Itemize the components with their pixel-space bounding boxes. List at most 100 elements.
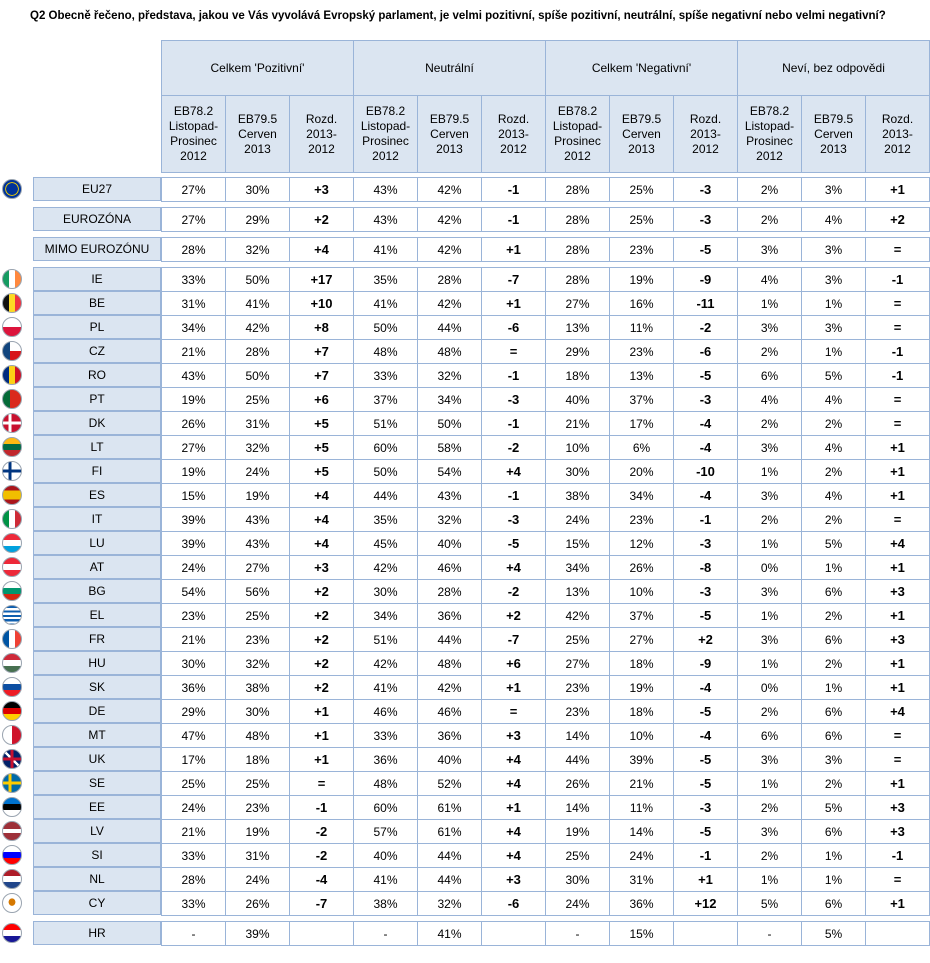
- diff-cell: +2: [289, 627, 354, 652]
- diff-cell: +1: [865, 891, 930, 916]
- value-cell: 41%: [417, 921, 482, 946]
- subheader-line: Rozd.: [689, 111, 722, 126]
- diff-cell: +3: [865, 795, 930, 820]
- value-cell: 3%: [737, 315, 802, 340]
- row-label: LU: [33, 531, 161, 555]
- flag-icon-cy: [2, 893, 22, 913]
- diff-cell: +2: [865, 207, 930, 232]
- subheader-line: Cerven: [238, 126, 277, 141]
- diff-cell: +2: [289, 603, 354, 628]
- value-cell: 6%: [801, 891, 866, 916]
- value-cell: 38%: [353, 891, 418, 916]
- value-cell: 2%: [737, 411, 802, 436]
- value-cell: 21%: [609, 771, 674, 796]
- subheader-line: EB79.5: [237, 111, 278, 126]
- value-cell: 24%: [609, 843, 674, 868]
- value-cell: 26%: [161, 411, 226, 436]
- subheader-line: 2012: [180, 149, 207, 163]
- diff-cell: +1: [481, 795, 546, 820]
- value-cell: 34%: [353, 603, 418, 628]
- diff-cell: +4: [481, 819, 546, 844]
- value-cell: 28%: [161, 237, 226, 262]
- value-cell: 19%: [609, 675, 674, 700]
- value-cell: 5%: [801, 795, 866, 820]
- subheader-line: Listopad-: [168, 119, 219, 133]
- diff-cell: -3: [673, 531, 738, 556]
- subheader-line: 2012: [308, 141, 335, 156]
- diff-cell: +1: [673, 867, 738, 892]
- value-cell: 5%: [801, 921, 866, 946]
- value-cell: 15%: [609, 921, 674, 946]
- value-cell: 28%: [545, 177, 610, 202]
- flag-icon-mt: [2, 725, 22, 745]
- subheader-line: 2013-: [498, 126, 529, 141]
- subheader-line: 2013: [820, 141, 847, 156]
- value-cell: 6%: [801, 699, 866, 724]
- diff-cell: +3: [865, 579, 930, 604]
- column-subheader: EB78.2 Listopad- Prosinec 2012: [353, 95, 418, 173]
- diff-cell: +3: [865, 819, 930, 844]
- value-cell: 54%: [417, 459, 482, 484]
- value-cell: 48%: [417, 339, 482, 364]
- diff-cell: -1: [865, 843, 930, 868]
- row-label: CY: [33, 891, 161, 915]
- diff-cell: -1: [865, 339, 930, 364]
- flag-icon-si: [2, 845, 22, 865]
- diff-cell: +12: [673, 891, 738, 916]
- value-cell: 3%: [737, 483, 802, 508]
- value-cell: 32%: [417, 363, 482, 388]
- diff-cell: -5: [673, 603, 738, 628]
- subheader-line: Prosinec: [170, 134, 217, 148]
- value-cell: 19%: [225, 819, 290, 844]
- value-cell: 0%: [737, 675, 802, 700]
- diff-cell: +4: [481, 771, 546, 796]
- subheader-line: 2012: [372, 149, 399, 163]
- value-cell: 42%: [417, 177, 482, 202]
- value-cell: 41%: [353, 675, 418, 700]
- value-cell: 6%: [737, 723, 802, 748]
- diff-cell: +1: [865, 675, 930, 700]
- flag-icon-eu: [2, 179, 22, 199]
- value-cell: 28%: [545, 267, 610, 292]
- value-cell: 24%: [161, 555, 226, 580]
- diff-cell: +4: [481, 459, 546, 484]
- diff-cell: +4: [865, 699, 930, 724]
- value-cell: 44%: [353, 483, 418, 508]
- diff-cell: =: [865, 315, 930, 340]
- diff-cell: [673, 921, 738, 946]
- subheader-line: 2012: [564, 149, 591, 163]
- value-cell: 3%: [737, 579, 802, 604]
- value-cell: 11%: [609, 795, 674, 820]
- value-cell: 5%: [737, 891, 802, 916]
- diff-cell: +4: [289, 237, 354, 262]
- diff-cell: +8: [289, 315, 354, 340]
- value-cell: 25%: [225, 387, 290, 412]
- flag-icon-se: [2, 773, 22, 793]
- subheader-line: Cerven: [430, 126, 469, 141]
- diff-cell: -8: [673, 555, 738, 580]
- value-cell: 45%: [353, 531, 418, 556]
- row-label: FR: [33, 627, 161, 651]
- value-cell: 18%: [225, 747, 290, 772]
- flag-icon-lv: [2, 821, 22, 841]
- value-cell: 2%: [737, 843, 802, 868]
- value-cell: 46%: [417, 699, 482, 724]
- row-label: CZ: [33, 339, 161, 363]
- value-cell: 17%: [609, 411, 674, 436]
- diff-cell: =: [865, 867, 930, 892]
- subheader-line: Listopad-: [360, 119, 411, 133]
- value-cell: 27%: [161, 435, 226, 460]
- value-cell: 2%: [737, 339, 802, 364]
- diff-cell: -6: [673, 339, 738, 364]
- value-cell: 27%: [161, 177, 226, 202]
- diff-cell: +1: [865, 435, 930, 460]
- diff-cell: -10: [673, 459, 738, 484]
- value-cell: 39%: [161, 531, 226, 556]
- value-cell: 29%: [225, 207, 290, 232]
- row-label: HR: [33, 921, 161, 945]
- value-cell: 42%: [545, 603, 610, 628]
- diff-cell: -5: [673, 699, 738, 724]
- flag-icon-cz: [2, 341, 22, 361]
- diff-cell: -5: [673, 819, 738, 844]
- value-cell: 61%: [417, 819, 482, 844]
